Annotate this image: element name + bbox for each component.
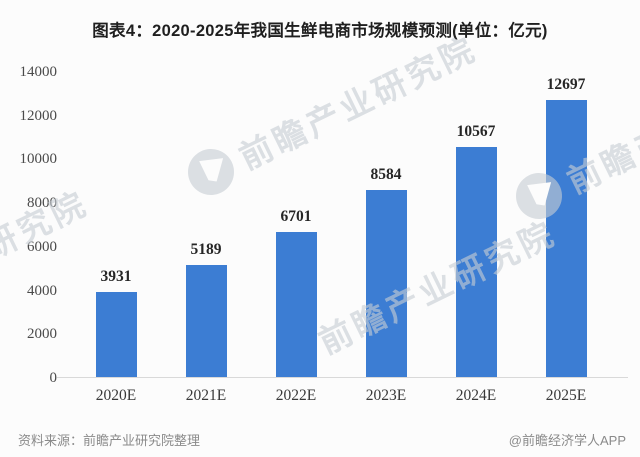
bar-2025E [545, 100, 587, 378]
bar-value-label: 8584 [370, 166, 402, 184]
x-axis-category-label: 2023E [365, 387, 407, 404]
y-axis-tick-label: 14000 [19, 64, 58, 80]
qianzhan-logo-icon [180, 141, 242, 203]
y-axis-tick-label: 2000 [27, 326, 57, 343]
bar-2023E [365, 190, 407, 378]
app-credit: @前瞻经济学人APP [508, 433, 626, 448]
watermark: 前瞻产业研究院 [309, 207, 563, 364]
chart-title: 图表4：2020-2025年我国生鲜电商市场规模预测(单位：亿元) [92, 22, 548, 40]
y-axis-tick-label: 12000 [19, 107, 58, 124]
bar-2021E [185, 264, 227, 378]
watermark-text: 前瞻产业研究院 [312, 214, 562, 361]
bar-value-label: 10567 [456, 123, 496, 141]
x-axis-category-label: 2020E [95, 387, 137, 404]
watermark: 前瞻产业研究院 [180, 22, 484, 203]
x-axis-category-label: 2025E [545, 387, 587, 404]
x-axis-category-label: 2022E [275, 387, 317, 404]
x-axis-category-label: 2021E [185, 387, 227, 404]
x-axis-category-label: 2024E [455, 387, 497, 404]
y-axis-tick-label: 6000 [27, 238, 57, 255]
x-axis-line [57, 377, 628, 378]
source-note: 资料来源：前瞻产业研究院整理 [18, 433, 201, 448]
bar-value-label: 3931 [100, 268, 132, 286]
bar-value-label: 5189 [190, 240, 222, 258]
bar-value-label: 6701 [280, 207, 312, 225]
bar-value-label: 12697 [546, 76, 586, 94]
y-axis-tick-label: 0 [49, 370, 58, 386]
bar-2024E [455, 147, 497, 378]
y-axis-tick-label: 4000 [27, 282, 57, 299]
bar-2020E [95, 292, 137, 378]
watermark-text: 前瞻产业研究院 [233, 29, 483, 177]
y-axis-tick-label: 10000 [19, 151, 58, 168]
bar-2022E [275, 231, 317, 378]
y-axis-tick-label: 8000 [27, 195, 57, 212]
